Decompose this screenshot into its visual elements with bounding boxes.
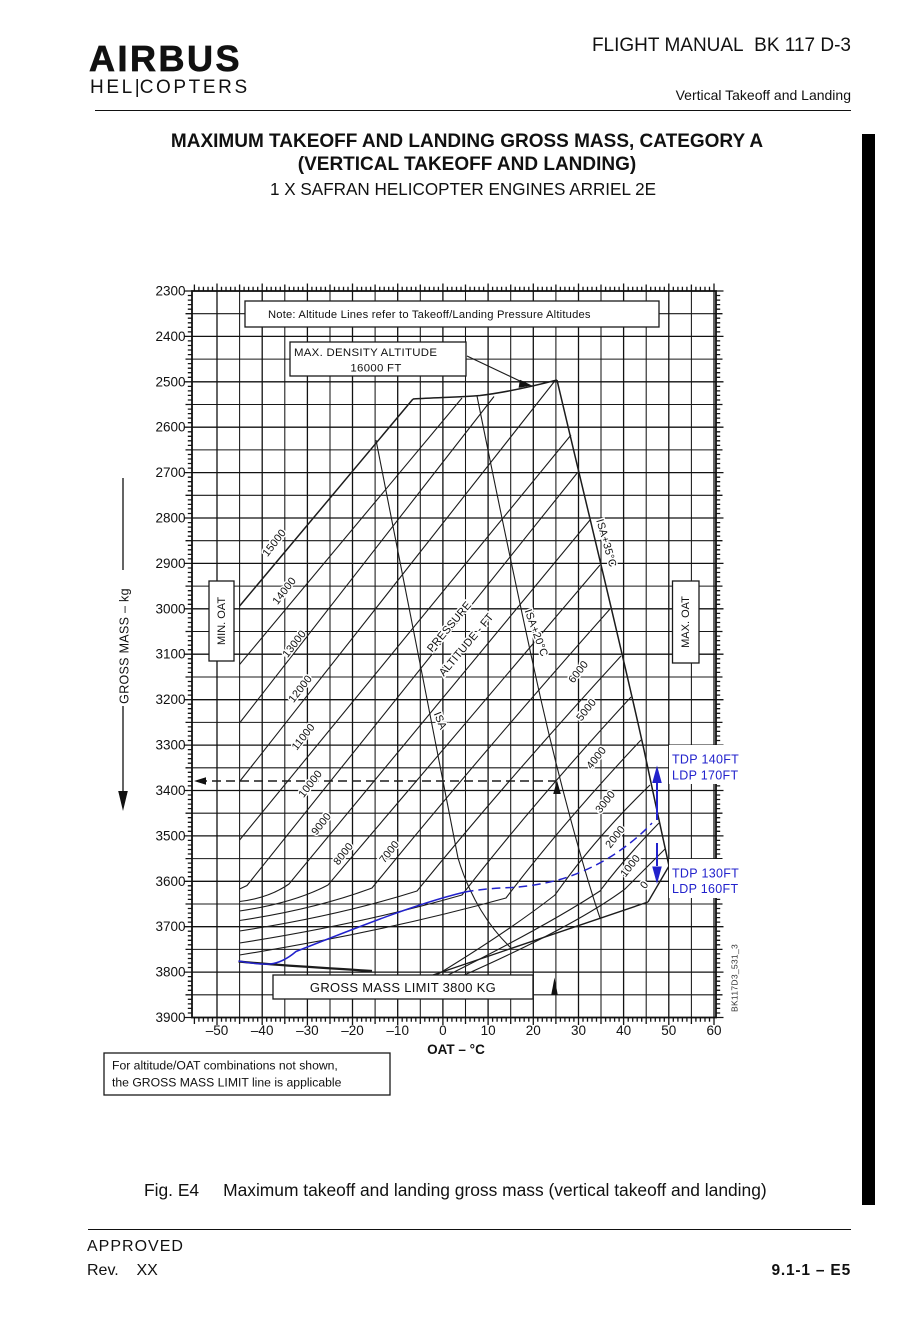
svg-text:2600: 2600 [155,420,185,435]
svg-text:2400: 2400 [155,329,185,344]
svg-text:3200: 3200 [155,692,185,707]
svg-text:2500: 2500 [155,374,185,389]
svg-text:Note: Altitude Lines refer to: Note: Altitude Lines refer to Takeoff/La… [268,309,591,321]
svg-text:16000 FT: 16000 FT [350,363,401,375]
svg-text:3500: 3500 [155,828,185,843]
svg-text:2700: 2700 [155,465,185,480]
svg-text:MAX. OAT: MAX. OAT [680,596,692,648]
svg-text:3700: 3700 [155,919,185,934]
svg-text:the GROSS MASS LIMIT line is a: the GROSS MASS LIMIT line is applicable [112,1076,342,1090]
svg-text:40: 40 [616,1023,631,1038]
svg-text:50: 50 [661,1023,676,1038]
svg-text:–40: –40 [251,1023,274,1038]
svg-text:For altitude/OAT combinations: For altitude/OAT combinations not shown, [112,1059,338,1073]
svg-text:20: 20 [526,1023,541,1038]
svg-text:10: 10 [481,1023,496,1038]
svg-text:0: 0 [439,1023,447,1038]
svg-text:LDP 160FT: LDP 160FT [672,882,738,896]
svg-text:TDP 130FT: TDP 130FT [672,867,739,881]
svg-text:10000: 10000 [296,768,325,800]
svg-text:3800: 3800 [155,965,185,980]
svg-text:–20: –20 [341,1023,364,1038]
svg-text:–10: –10 [386,1023,409,1038]
svg-text:6000: 6000 [566,659,591,686]
svg-text:60: 60 [706,1023,721,1038]
svg-text:MAX. DENSITY ALTITUDE: MAX. DENSITY ALTITUDE [294,347,437,359]
svg-text:30: 30 [571,1023,586,1038]
svg-text:ISA: ISA [431,710,449,732]
svg-text:OAT – °C: OAT – °C [427,1042,485,1057]
svg-text:GROSS MASS – kg: GROSS MASS – kg [118,588,132,704]
svg-text:MIN. OAT: MIN. OAT [216,597,228,645]
svg-text:–50: –50 [206,1023,229,1038]
svg-text:ISA+35°C: ISA+35°C [593,518,618,569]
svg-text:3400: 3400 [155,783,185,798]
svg-text:3300: 3300 [155,738,185,753]
svg-text:3000: 3000 [155,601,185,616]
svg-text:3900: 3900 [155,1010,185,1025]
svg-text:2800: 2800 [155,511,185,526]
svg-text:LDP 170FT: LDP 170FT [672,769,738,783]
svg-text:2900: 2900 [155,556,185,571]
svg-text:GROSS MASS LIMIT 3800 KG: GROSS MASS LIMIT 3800 KG [310,980,496,995]
svg-text:BK117D3_531_3: BK117D3_531_3 [730,944,740,1012]
svg-text:–30: –30 [296,1023,319,1038]
svg-text:1000: 1000 [618,853,643,880]
svg-text:TDP 140FT: TDP 140FT [672,753,739,767]
svg-text:11000: 11000 [290,722,318,753]
svg-text:3100: 3100 [155,647,185,662]
svg-text:2300: 2300 [155,284,185,299]
svg-text:3600: 3600 [155,874,185,889]
svg-text:3000: 3000 [593,789,618,816]
